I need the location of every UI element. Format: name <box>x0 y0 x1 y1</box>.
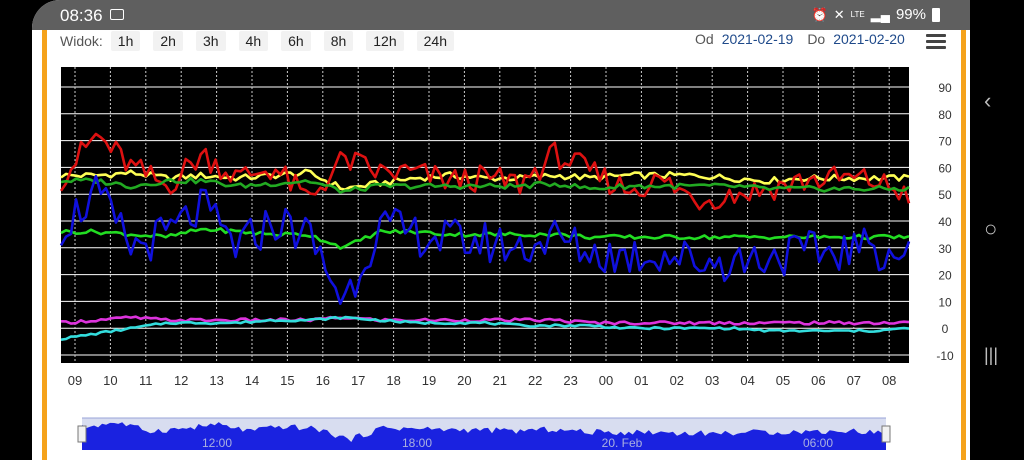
range-button-2h[interactable]: 2h <box>153 31 183 51</box>
alarm-icon: ⏰ <box>811 6 828 22</box>
x-tick-label: 19 <box>422 373 436 388</box>
back-button[interactable]: ‹ <box>984 88 992 113</box>
x-tick-label: 01 <box>634 373 648 388</box>
range-button-24h[interactable]: 24h <box>416 31 454 51</box>
navigator-right-handle[interactable] <box>881 425 891 443</box>
x-tick-label: 14 <box>245 373 259 388</box>
range-button-1h[interactable]: 1h <box>110 31 141 51</box>
x-tick-label: 03 <box>705 373 719 388</box>
lte-icon: LTE <box>850 10 865 19</box>
range-button-12h[interactable]: 12h <box>366 31 404 51</box>
x-tick-label: 04 <box>740 373 754 388</box>
view-toolbar: Widok: 1h 2h 3h 4h 6h 8h 12h 24h <box>60 30 467 52</box>
date-range: Od 2021-02-19 Do 2021-02-20 <box>695 31 911 47</box>
series-line <box>60 315 910 326</box>
y-tick-label: 80 <box>938 108 952 122</box>
plot-area <box>61 67 909 363</box>
series-line <box>60 168 910 191</box>
y-tick-label: 60 <box>938 161 952 175</box>
app-screen: 08:36 ⏰ ✕ LTE ▂▄ 99% Widok: 1h 2h 3h 4h … <box>32 0 970 460</box>
to-label: Do <box>807 31 826 47</box>
right-accent-bar <box>961 30 966 460</box>
navigator-label: 20. Feb <box>602 436 643 450</box>
x-tick-label: 06 <box>811 373 825 388</box>
series-line <box>59 174 911 306</box>
y-tick-label: 50 <box>938 188 952 202</box>
android-nav-panel: ‹ ○ ||| <box>970 0 1024 460</box>
range-button-8h[interactable]: 8h <box>323 31 354 51</box>
range-button-3h[interactable]: 3h <box>195 31 226 51</box>
x-tick-label: 20 <box>457 373 471 388</box>
y-tick-label: 40 <box>938 215 952 229</box>
x-tick-label: 09 <box>68 373 82 388</box>
from-date[interactable]: 2021-02-19 <box>721 31 794 47</box>
to-date[interactable]: 2021-02-20 <box>833 31 905 47</box>
x-tick-label: 21 <box>493 373 507 388</box>
y-tick-label: 10 <box>938 295 952 309</box>
y-tick-label: 70 <box>938 135 952 149</box>
x-tick-label: 12 <box>174 373 188 388</box>
battery-text: 99% <box>895 6 926 23</box>
y-tick-label: 90 <box>938 81 952 95</box>
x-tick-label: 22 <box>528 373 542 388</box>
series-line <box>60 176 910 194</box>
from-label: Od <box>695 31 714 47</box>
navigator-left-handle[interactable] <box>77 425 87 443</box>
navigator-label: 06:00 <box>803 436 833 450</box>
status-time: 08:36 <box>60 6 103 25</box>
x-tick-label: 17 <box>351 373 365 388</box>
x-tick-label: 02 <box>670 373 684 388</box>
battery-icon <box>932 7 940 22</box>
view-label: Widok: <box>60 33 103 49</box>
recents-button[interactable]: ||| <box>984 345 999 365</box>
y-tick-label: 30 <box>938 242 952 256</box>
x-tick-label: 15 <box>280 373 294 388</box>
x-tick-label: 08 <box>882 373 896 388</box>
range-button-6h[interactable]: 6h <box>281 31 311 51</box>
left-accent-bar <box>42 30 47 460</box>
x-tick-label: 00 <box>599 373 613 388</box>
navigator-label: 12:00 <box>202 436 232 450</box>
x-tick-label: 23 <box>563 373 577 388</box>
y-tick-label: -10 <box>936 349 954 363</box>
x-tick-label: 10 <box>103 373 117 388</box>
navigator-area <box>82 422 886 450</box>
y-tick-label: 0 <box>942 322 949 336</box>
x-tick-label: 07 <box>847 373 861 388</box>
line-chart: 90 80 70 60 50 40 30 20 10 0 -10 09 10 11 12 13 14 15 16 17… <box>59 67 954 388</box>
y-tick-label: 20 <box>938 269 952 283</box>
mute-icon: ✕ <box>833 6 845 22</box>
home-button[interactable]: ○ <box>984 216 998 241</box>
navigator-label: 18:00 <box>402 436 432 450</box>
signal-icon: ▂▄ <box>870 6 890 22</box>
x-tick-label: 16 <box>316 373 330 388</box>
range-navigator[interactable]: 12:00 18:00 20. Feb 06:00 <box>32 0 970 460</box>
x-tick-label: 05 <box>776 373 790 388</box>
x-tick-label: 18 <box>386 373 400 388</box>
menu-icon[interactable] <box>926 34 946 50</box>
status-bar: 08:36 ⏰ ✕ LTE ▂▄ 99% <box>32 0 970 30</box>
x-tick-label: 11 <box>139 373 153 388</box>
series-line <box>60 315 910 341</box>
x-tick-label: 13 <box>209 373 223 388</box>
image-icon <box>110 9 124 20</box>
range-button-4h[interactable]: 4h <box>238 31 269 51</box>
